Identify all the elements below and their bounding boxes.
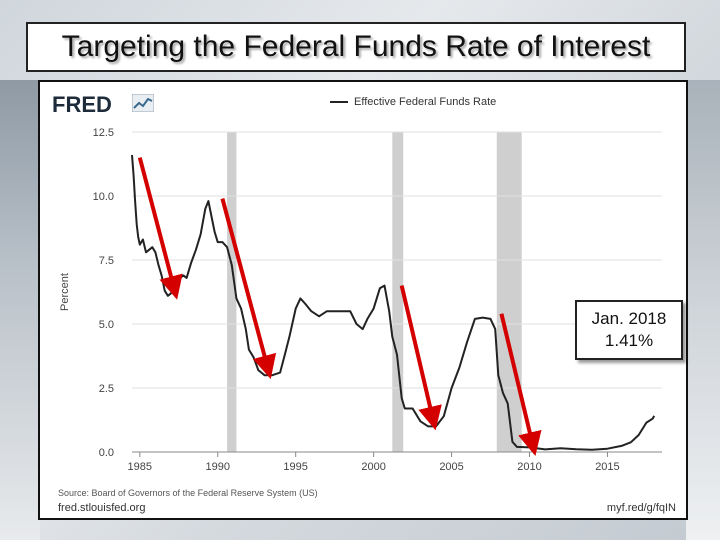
source-note: Source: Board of Governors of the Federa… [58, 488, 318, 498]
x-tick-label: 1990 [205, 461, 229, 473]
x-tick-label: 1985 [128, 461, 152, 473]
chart-plot: 0.0 2.5 5.0 7.5 10.0 12.5 1985 1990 1995 2000 2005… [59, 127, 662, 473]
x-tick-label: 2000 [361, 461, 385, 473]
slide-title: Targeting the Federal Funds Rate of Inte… [26, 22, 686, 72]
x-tick-label: 2015 [595, 461, 619, 473]
y-tick-label: 7.5 [99, 255, 114, 267]
decline-arrow-3 [499, 313, 542, 456]
y-tick-label: 2.5 [99, 383, 114, 395]
x-tick-label: 1995 [283, 461, 307, 473]
y-tick-label: 5.0 [99, 319, 114, 331]
short-url[interactable]: myf.red/g/fqIN [606, 502, 676, 514]
recession-band-1 [392, 132, 404, 452]
decline-arrow-1 [220, 198, 277, 380]
background-photo-left [0, 80, 40, 540]
chart-legend: Effective Federal Funds Rate [330, 96, 496, 108]
recession-band-0 [227, 132, 237, 452]
decline-arrow-0 [137, 157, 183, 300]
fred-logo: FRED [52, 92, 112, 117]
y-tick-label: 0.0 [99, 447, 114, 459]
callout-value: 1.41% [604, 331, 654, 350]
legend-swatch [330, 101, 348, 103]
fred-logo-graph-icon [132, 94, 154, 112]
y-tick-label: 10.0 [93, 191, 114, 203]
legend-label: Effective Federal Funds Rate [354, 96, 497, 108]
fred-url[interactable]: fred.stlouisfed.org [58, 502, 146, 514]
callout-date: Jan. 2018 [591, 309, 667, 328]
decline-arrow-2 [399, 285, 442, 431]
y-axis-label: Percent [59, 273, 71, 311]
y-tick-label: 12.5 [93, 127, 114, 139]
callout-box: Jan. 2018 1.41% [575, 300, 683, 360]
recession-band-2 [496, 132, 522, 452]
background-photo-right [686, 80, 720, 540]
x-tick-label: 2005 [439, 461, 463, 473]
x-tick-label: 2010 [517, 461, 541, 473]
